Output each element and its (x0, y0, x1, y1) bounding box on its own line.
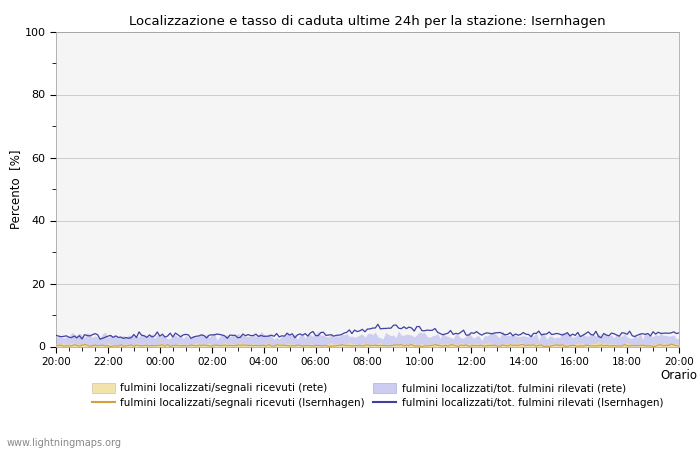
Text: Orario: Orario (661, 369, 697, 382)
Text: www.lightningmaps.org: www.lightningmaps.org (7, 438, 122, 448)
Y-axis label: Percento  [%]: Percento [%] (9, 149, 22, 229)
Legend: fulmini localizzati/segnali ricevuti (rete), fulmini localizzati/segnali ricevut: fulmini localizzati/segnali ricevuti (re… (92, 383, 663, 408)
Title: Localizzazione e tasso di caduta ultime 24h per la stazione: Isernhagen: Localizzazione e tasso di caduta ultime … (130, 14, 606, 27)
